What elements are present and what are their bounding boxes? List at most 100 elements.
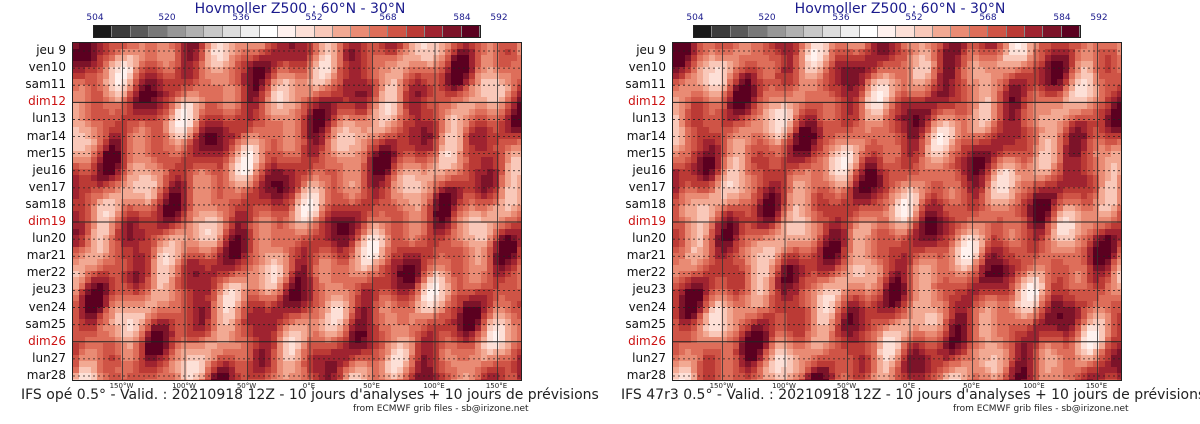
x-tick-label: 150°E (485, 382, 508, 390)
heatmap-cell (493, 361, 499, 367)
heatmap-cell (379, 127, 385, 133)
heatmap-cell (1087, 43, 1093, 49)
heatmap-cell (127, 271, 133, 277)
heatmap-cell (103, 67, 109, 73)
heatmap-cell (745, 67, 751, 73)
heatmap-cell (421, 259, 427, 265)
heatmap-cell (841, 73, 847, 79)
heatmap-cell (271, 301, 277, 307)
heatmap-cell (313, 337, 319, 343)
heatmap-cell (793, 61, 799, 67)
heatmap-cell (109, 73, 115, 79)
heatmap-cell (391, 289, 397, 295)
heatmap-cell (427, 379, 433, 380)
heatmap-cell (145, 313, 151, 319)
heatmap-cell (301, 61, 307, 67)
heatmap-cell (211, 199, 217, 205)
heatmap-cell (247, 337, 253, 343)
heatmap-cell (475, 295, 481, 301)
heatmap-cell (475, 115, 481, 121)
heatmap-cell (865, 67, 871, 73)
heatmap-cell (79, 355, 85, 361)
heatmap-cell (343, 139, 349, 145)
heatmap-cell (709, 43, 715, 49)
heatmap-cell (331, 361, 337, 367)
heatmap-cell (79, 145, 85, 151)
heatmap-cell (85, 337, 91, 343)
heatmap-cell (79, 163, 85, 169)
heatmap-cell (991, 67, 997, 73)
heatmap-cell (415, 85, 421, 91)
heatmap-cell (325, 277, 331, 283)
heatmap-cell (343, 79, 349, 85)
heatmap-cell (91, 325, 97, 331)
heatmap-cell (493, 247, 499, 253)
heatmap-cell (301, 73, 307, 79)
heatmap-cell (403, 97, 409, 103)
heatmap-cell (331, 67, 337, 73)
heatmap-cell (985, 85, 991, 91)
heatmap-cell (517, 295, 521, 301)
heatmap-cell (493, 205, 499, 211)
heatmap-cell (511, 43, 517, 49)
heatmap-cell (277, 331, 283, 337)
heatmap-cell (145, 193, 151, 199)
heatmap-cell (337, 325, 343, 331)
heatmap-cell (505, 193, 511, 199)
heatmap-cell (421, 121, 427, 127)
heatmap-cell (139, 253, 145, 259)
heatmap-cell (229, 343, 235, 349)
heatmap-cell (469, 79, 475, 85)
heatmap-cell (211, 115, 217, 121)
heatmap-cell (451, 361, 457, 367)
heatmap-cell (283, 235, 289, 241)
heatmap-cell (463, 187, 469, 193)
heatmap-cell (1039, 61, 1045, 67)
heatmap-cell (121, 127, 127, 133)
heatmap-cell (115, 205, 121, 211)
heatmap-cell (271, 55, 277, 61)
heatmap-cell (793, 73, 799, 79)
heatmap-cell (391, 109, 397, 115)
heatmap-cell (451, 199, 457, 205)
heatmap-cell (73, 151, 79, 157)
heatmap-cell (115, 127, 121, 133)
heatmap-cell (313, 127, 319, 133)
heatmap-cell (691, 61, 697, 67)
heatmap-cell (295, 271, 301, 277)
heatmap-cell (121, 259, 127, 265)
heatmap-cell (133, 97, 139, 103)
heatmap-cell (289, 169, 295, 175)
heatmap-cell (259, 271, 265, 277)
heatmap-cell (385, 61, 391, 67)
heatmap-cell (139, 175, 145, 181)
heatmap-cell (79, 277, 85, 283)
heatmap-cell (241, 145, 247, 151)
heatmap-cell (475, 163, 481, 169)
heatmap-cell (421, 331, 427, 337)
heatmap-cell (385, 343, 391, 349)
heatmap-cell (265, 199, 271, 205)
heatmap-cell (1087, 85, 1093, 91)
heatmap-cell (481, 349, 487, 355)
heatmap-cell (175, 109, 181, 115)
heatmap-cell (325, 355, 331, 361)
heatmap-cell (451, 289, 457, 295)
heatmap-cell (331, 343, 337, 349)
heatmap-cell (175, 277, 181, 283)
heatmap-cell (301, 379, 307, 380)
heatmap-cell (145, 175, 151, 181)
heatmap-cell (439, 259, 445, 265)
heatmap-cell (379, 121, 385, 127)
heatmap-cell (457, 79, 463, 85)
heatmap-cell (325, 331, 331, 337)
heatmap-cell (373, 181, 379, 187)
heatmap-cell (475, 307, 481, 313)
heatmap-cell (175, 319, 181, 325)
heatmap-cell (295, 247, 301, 253)
colorbar-swatch (149, 26, 168, 37)
heatmap-cell (475, 139, 481, 145)
heatmap-cell (91, 133, 97, 139)
heatmap-cell (91, 121, 97, 127)
heatmap-cell (469, 151, 475, 157)
